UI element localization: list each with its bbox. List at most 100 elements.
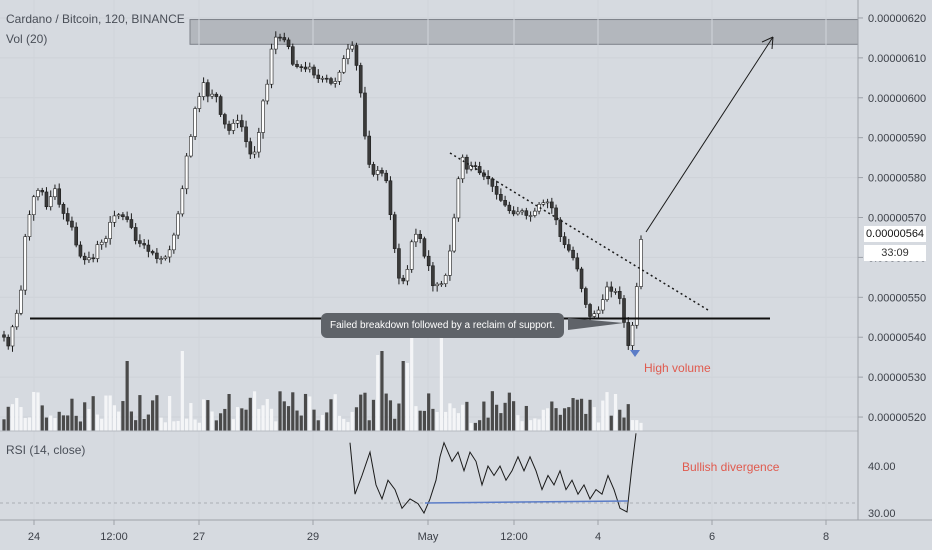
candle-body [240,120,244,128]
volume-bar [308,396,312,431]
volume-bars [2,336,643,431]
candle-body [337,71,342,82]
time-tick-label: 12:00 [100,531,128,543]
candle-body [431,265,435,287]
resistance-zone [189,19,859,45]
volume-bar [618,409,622,431]
volume-bar [274,421,278,431]
volume-bar [431,408,435,431]
volume-bar [227,394,231,431]
candle-body [465,156,469,170]
time-tick-label: 12:00 [500,531,528,543]
volume-bar [282,401,286,431]
candle-body [23,236,28,291]
candle-body [452,217,456,252]
candle-body [613,291,618,293]
volume-bar [405,363,410,431]
volume-bar [134,420,138,431]
candle-body [435,283,439,287]
time-tick-label: 6 [709,531,715,543]
volume-bar [159,417,163,431]
candle-body [639,239,643,287]
volume-bar [410,336,414,431]
candle-body [443,275,448,285]
volume-bar [414,406,418,431]
volume-bar [146,414,150,431]
volume-bar [299,415,303,431]
candle-body [99,241,104,245]
candle-body [341,58,346,73]
volume-bar [562,408,567,431]
candle-body [286,39,291,47]
candle-body [223,114,227,125]
candle-body [163,256,168,259]
volume-bar [516,415,520,431]
candle-body [439,283,444,286]
price-tick-label: 0.00000590 [868,133,926,145]
candle-body [248,141,253,155]
rsi-tick-label: 30.00 [868,508,896,520]
volume-bar [10,404,15,431]
volume-bar [286,406,291,431]
volume-bar [269,408,274,431]
candle-body [375,170,380,175]
volume-bar [422,410,427,431]
candle-body [14,312,19,328]
candle-body [201,82,206,97]
candle-body [554,207,558,221]
volume-bar [155,395,159,431]
price-tick-label: 0.00000550 [868,292,926,304]
volume-bar [584,413,588,431]
candle-body [350,45,355,50]
volume-bar [53,418,57,431]
candle-body [172,234,176,251]
volume-label: Vol (20) [6,32,48,46]
time-axis-ticks: 24 12:00 27 29 May 12:00 4 6 8 [28,520,829,543]
volume-bar [388,400,393,431]
rsi-tick-label: 40.00 [868,461,896,473]
candle-body [524,210,529,216]
time-tick-label: May [418,531,439,543]
candle-body [456,178,461,219]
volume-bar [261,405,265,431]
candle-body [422,238,427,257]
candle-body [605,286,609,301]
candle-body [622,298,626,323]
candle-body [380,170,384,174]
volume-bar [189,403,193,431]
volume-bar [129,411,133,431]
volume-bar [473,422,477,431]
candle-body [53,188,57,198]
volume-bar [592,407,596,431]
candle-body [626,322,631,346]
volume-bar [444,411,448,431]
volume-bar [252,391,257,431]
candle-body [579,268,584,289]
candle-body [78,244,83,257]
volume-bar [503,402,507,431]
volume-bar [240,408,244,431]
candle-body [384,172,389,182]
volume-bar [439,336,444,431]
volume-bar [104,395,108,431]
volume-bar [359,394,363,431]
volume-bar [176,420,180,431]
candle-body [133,227,138,241]
candle-body [159,258,163,260]
volume-bar [579,398,584,431]
candle-body [206,82,210,97]
price-tick-label: 0.00000530 [868,372,926,384]
volume-bar [363,392,367,431]
volume-bar [74,415,78,431]
candle-body [244,126,248,142]
volume-bar [214,420,218,431]
volume-bar [223,408,227,431]
bullish-divergence-label: Bullish divergence [682,460,780,474]
volume-bar [210,411,214,431]
volume-bar [533,418,537,431]
candle-body [312,66,316,76]
candle-body [397,248,401,279]
candle-body [146,244,151,252]
volume-bar [427,393,431,431]
candle-body [142,243,146,246]
